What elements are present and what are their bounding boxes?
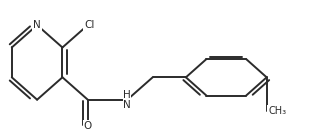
Text: H: H <box>123 90 131 100</box>
Text: CH₃: CH₃ <box>268 105 286 115</box>
Text: N: N <box>123 100 131 110</box>
Text: O: O <box>84 121 92 131</box>
Text: Cl: Cl <box>84 20 94 30</box>
Text: N: N <box>33 20 41 30</box>
